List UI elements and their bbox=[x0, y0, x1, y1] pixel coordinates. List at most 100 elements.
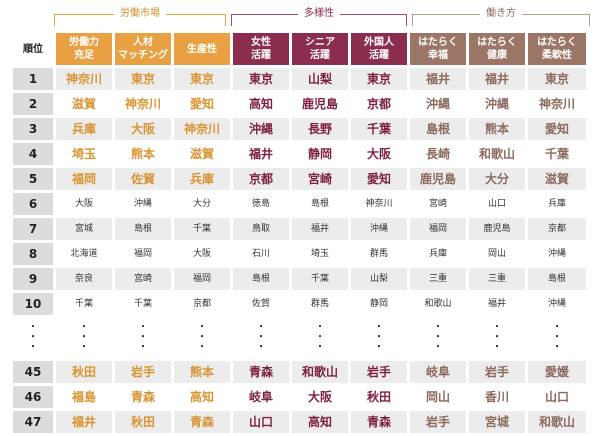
prefecture-cell: 島根 bbox=[233, 268, 289, 290]
prefecture-cell: 青森 bbox=[351, 411, 407, 433]
prefecture-cell: 群馬 bbox=[351, 243, 407, 265]
prefecture-cell: 沖縄 bbox=[528, 243, 586, 265]
column-header: 女性 活躍 bbox=[233, 33, 289, 65]
prefecture-cell: 岡山 bbox=[469, 243, 525, 265]
prefecture-cell: 島根 bbox=[115, 218, 171, 240]
ellipsis-dot: ・ bbox=[79, 342, 89, 353]
prefecture-cell: 大分 bbox=[469, 168, 525, 190]
prefecture-cell: 北海道 bbox=[56, 243, 112, 265]
rank-cell: 9 bbox=[13, 268, 53, 290]
prefecture-cell: 兵庫 bbox=[174, 168, 230, 190]
prefecture-cell: 福井 bbox=[469, 293, 525, 315]
prefecture-cell: 静岡 bbox=[351, 293, 407, 315]
prefecture-cell: 香川 bbox=[469, 386, 525, 408]
prefecture-cell: 神奈川 bbox=[528, 93, 586, 115]
ellipsis-cell: ・・・ bbox=[528, 318, 586, 358]
prefecture-cell: 京都 bbox=[351, 93, 407, 115]
ellipsis-cell: ・・・ bbox=[56, 318, 112, 358]
ellipsis-dot: ・ bbox=[256, 332, 266, 343]
prefecture-cell: 熊本 bbox=[174, 361, 230, 383]
prefecture-cell: 埼玉 bbox=[292, 243, 348, 265]
prefecture-cell: 徳島 bbox=[233, 193, 289, 215]
rank-cell: 7 bbox=[13, 218, 53, 240]
prefecture-cell: 愛知 bbox=[174, 93, 230, 115]
prefecture-cell: 兵庫 bbox=[410, 243, 466, 265]
prefecture-cell: 東京 bbox=[174, 68, 230, 90]
table-row: 5 福岡 佐賀 兵庫 京都 宮崎 愛知 鹿児島 大分 滋賀 bbox=[13, 168, 586, 190]
prefecture-cell: 群馬 bbox=[292, 293, 348, 315]
prefecture-cell: 東京 bbox=[233, 68, 289, 90]
prefecture-cell: 岩手 bbox=[410, 411, 466, 433]
prefecture-cell: 千葉 bbox=[174, 218, 230, 240]
rank-cell: 8 bbox=[13, 243, 53, 265]
prefecture-cell: 愛媛 bbox=[528, 361, 586, 383]
prefecture-cell: 島根 bbox=[528, 268, 586, 290]
prefecture-cell: 佐賀 bbox=[115, 168, 171, 190]
prefecture-cell: 京都 bbox=[174, 293, 230, 315]
prefecture-cell: 三重 bbox=[469, 268, 525, 290]
column-header-line2: 充足 bbox=[74, 50, 94, 61]
prefecture-cell: 千葉 bbox=[56, 293, 112, 315]
prefecture-cell: 秋田 bbox=[115, 411, 171, 433]
column-header-line1: はたらく bbox=[537, 37, 577, 48]
prefecture-cell: 大阪 bbox=[351, 143, 407, 165]
rank-cell: 46 bbox=[13, 386, 53, 408]
table-row: 10 千葉 千葉 京都 佐賀 群馬 静岡 和歌山 福井 沖縄 bbox=[13, 293, 586, 315]
ellipsis-cell: ・・・ bbox=[410, 318, 466, 358]
ellipsis-dot: ・ bbox=[492, 332, 502, 343]
column-header-line1: 外国人 bbox=[364, 37, 394, 48]
ellipsis-dot: ・ bbox=[79, 332, 89, 343]
prefecture-cell: 大阪 bbox=[292, 386, 348, 408]
prefecture-cell: 福井 bbox=[292, 218, 348, 240]
ellipsis-dot: ・ bbox=[197, 322, 207, 333]
prefecture-cell: 和歌山 bbox=[469, 143, 525, 165]
prefecture-cell: 奈良 bbox=[56, 268, 112, 290]
prefecture-cell: 長野 bbox=[292, 118, 348, 140]
prefecture-cell: 長崎 bbox=[410, 143, 466, 165]
prefecture-cell: 福岡 bbox=[174, 268, 230, 290]
prefecture-cell: 山梨 bbox=[351, 268, 407, 290]
ellipsis-dot: ・ bbox=[374, 332, 384, 343]
prefecture-cell: 石川 bbox=[233, 243, 289, 265]
prefecture-cell: 千葉 bbox=[528, 143, 586, 165]
prefecture-cell: 山口 bbox=[469, 193, 525, 215]
prefecture-cell: 大阪 bbox=[56, 193, 112, 215]
table-row: 4 埼玉 熊本 滋賀 福井 静岡 大阪 長崎 和歌山 千葉 bbox=[13, 143, 586, 165]
ranking-table: 順位 労働力 充足 人材 マッチング 生産性 女性 活躍 シニア 活躍 外国人 活躍 はたらく 幸福 はたら… bbox=[10, 30, 589, 436]
prefecture-cell: 宮崎 bbox=[410, 193, 466, 215]
column-header-line1: シニア bbox=[305, 37, 335, 48]
group-header-labor-market: 労働市場 bbox=[54, 0, 226, 30]
prefecture-cell: 鹿児島 bbox=[292, 93, 348, 115]
prefecture-cell: 福岡 bbox=[56, 168, 112, 190]
prefecture-cell: 静岡 bbox=[292, 143, 348, 165]
ellipsis-dot: ・ bbox=[256, 322, 266, 333]
prefecture-cell: 大阪 bbox=[174, 243, 230, 265]
prefecture-cell: 山梨 bbox=[292, 68, 348, 90]
prefecture-cell: 宮城 bbox=[56, 218, 112, 240]
prefecture-cell: 千葉 bbox=[292, 268, 348, 290]
column-header-line1: 人材 bbox=[133, 37, 153, 48]
ellipsis-dot: ・ bbox=[138, 322, 148, 333]
ellipsis-cell: ・・・ bbox=[469, 318, 525, 358]
prefecture-cell: 和歌山 bbox=[410, 293, 466, 315]
ellipsis-dot: ・ bbox=[492, 322, 502, 333]
ellipsis-row: ・・・・・・・・・・・・・・・・・・・・・・・・・・・・・・ bbox=[13, 318, 586, 358]
prefecture-cell: 福岡 bbox=[410, 218, 466, 240]
rank-cell: 4 bbox=[13, 143, 53, 165]
column-header-line1: はたらく bbox=[418, 37, 458, 48]
ellipsis-cell: ・・・ bbox=[292, 318, 348, 358]
ellipsis-dot: ・ bbox=[79, 322, 89, 333]
prefecture-cell: 鳥取 bbox=[233, 218, 289, 240]
table-row: 3 兵庫 大阪 神奈川 沖縄 長野 千葉 島根 熊本 愛知 bbox=[13, 118, 586, 140]
ellipsis-dot: ・ bbox=[433, 332, 443, 343]
prefecture-cell: 岡山 bbox=[410, 386, 466, 408]
prefecture-cell: 岐阜 bbox=[233, 386, 289, 408]
prefecture-cell: 京都 bbox=[528, 218, 586, 240]
rank-cell: 10 bbox=[13, 293, 53, 315]
ellipsis-cell: ・・・ bbox=[174, 318, 230, 358]
column-header-line1: 労働力 bbox=[69, 37, 99, 48]
prefecture-cell: 島根 bbox=[410, 118, 466, 140]
prefecture-cell: 岐阜 bbox=[410, 361, 466, 383]
prefecture-cell: 熊本 bbox=[469, 118, 525, 140]
prefecture-cell: 福井 bbox=[469, 68, 525, 90]
